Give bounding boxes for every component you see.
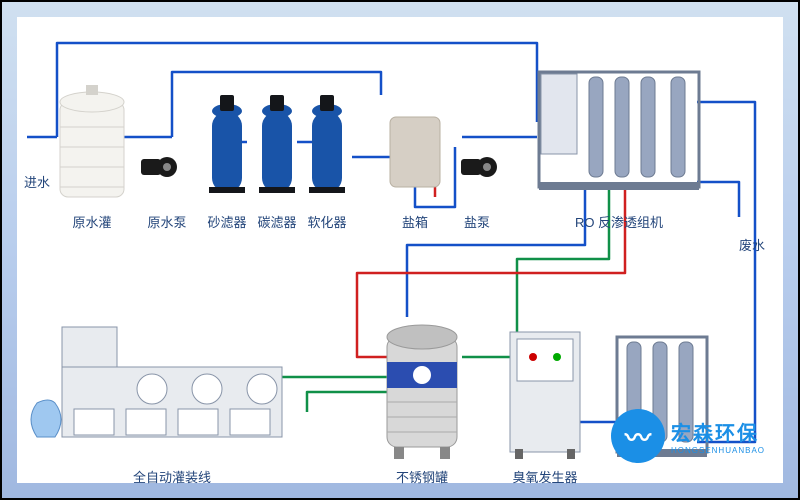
logo-mark-icon: 〰: [611, 409, 665, 463]
outer-frame: 进水原水灌 原水泵 砂滤器碳滤器软化器 盐箱 盐泵 RO 反渗透组机废水全自动灌装线 不锈钢…: [0, 0, 800, 500]
label-carbon: 碳滤器: [257, 212, 296, 231]
label-waste: 废水: [739, 235, 765, 254]
brand-logo: 〰 宏森环保 HONGSENHUANBAO: [611, 409, 765, 463]
logo-cn: 宏森环保: [671, 417, 765, 446]
label-soft: 软化器: [307, 212, 346, 231]
label-raw-pump: 原水泵: [147, 212, 186, 231]
diagram-stage: 进水原水灌 原水泵 砂滤器碳滤器软化器 盐箱 盐泵 RO 反渗透组机废水全自动灌装线 不锈钢…: [17, 17, 783, 483]
label-sand: 砂滤器: [207, 212, 246, 231]
label-filler: 全自动灌装线: [133, 467, 211, 486]
label-brine: 盐箱: [402, 212, 428, 231]
label-ro: RO 反渗透组机: [575, 212, 663, 231]
label-inlet: 进水: [24, 172, 50, 191]
label-brine-pump: 盐泵: [464, 212, 490, 231]
label-ss-tank: 不锈钢罐: [396, 467, 448, 486]
logo-en: HONGSENHUANBAO: [671, 446, 765, 455]
label-ozone: 臭氧发生器: [512, 467, 577, 486]
label-raw-tank: 原水灌: [72, 212, 111, 231]
